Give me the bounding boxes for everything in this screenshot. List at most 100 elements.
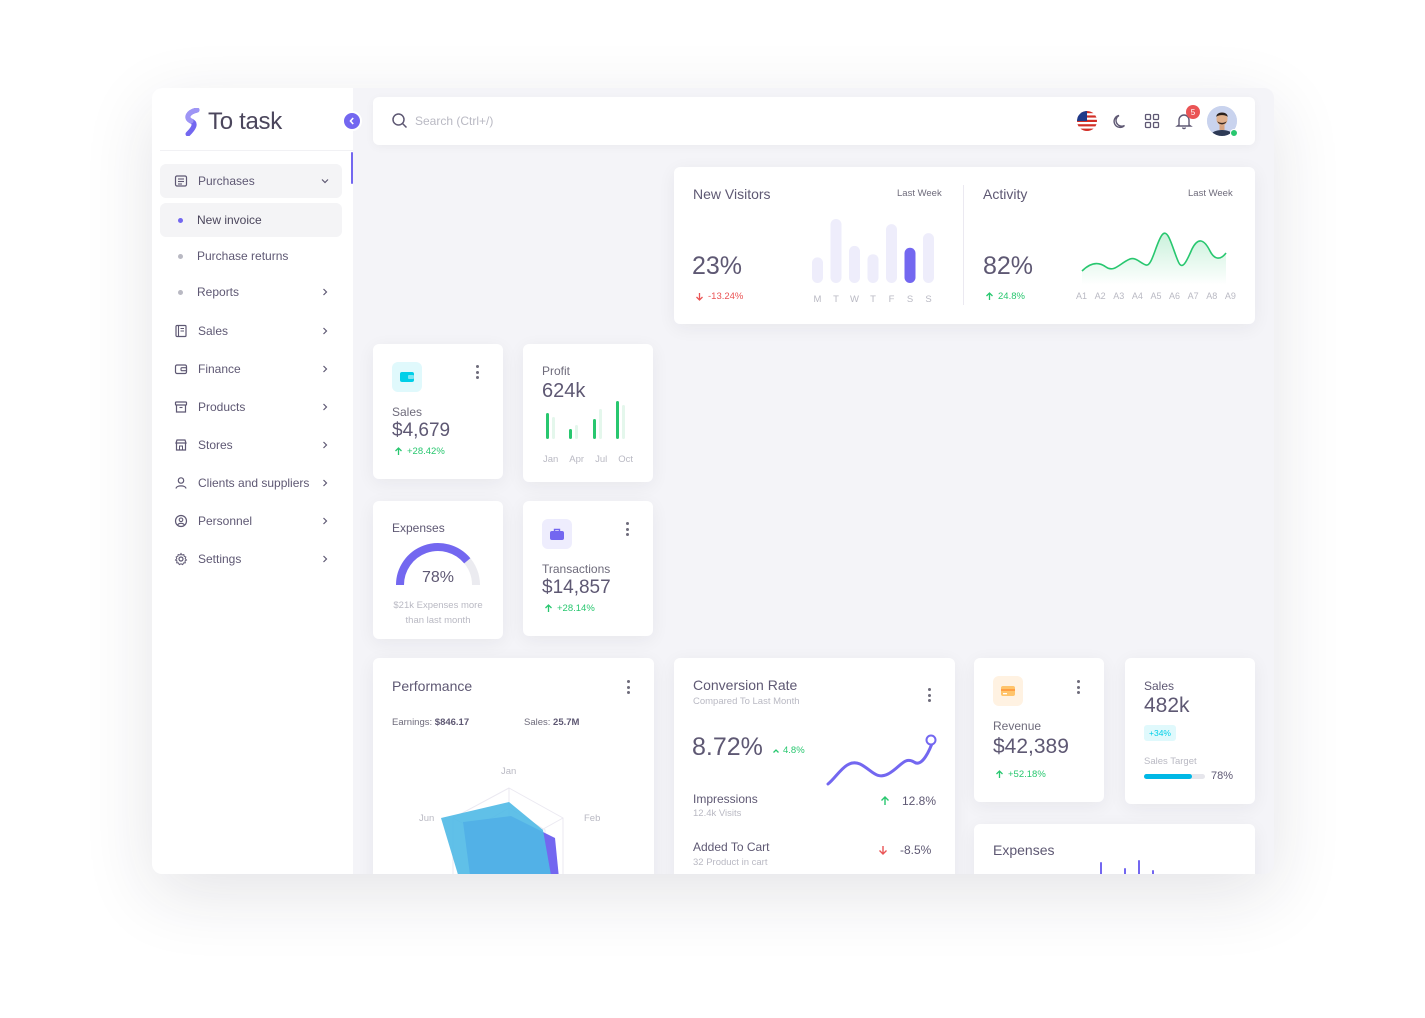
chevron-right-icon xyxy=(320,364,330,374)
performance-card: Performance Earnings: $846.17 Sales: 25.… xyxy=(373,658,654,874)
sidebar-item-personnel[interactable]: Personnel xyxy=(160,503,342,539)
sales-target-progress-fill xyxy=(1144,774,1192,779)
more-options-icon[interactable] xyxy=(1076,680,1080,694)
sidebar-item-settings[interactable]: Settings xyxy=(160,541,342,577)
more-options-icon[interactable] xyxy=(927,688,931,702)
transactions-card: Transactions $14,857 +28.14% xyxy=(523,501,653,636)
expenses-bottom-card: Expenses xyxy=(974,824,1255,874)
radar-axis-label: Jun xyxy=(419,813,435,824)
sidebar-item-clients-suppliers[interactable]: Clients and suppliers xyxy=(160,465,342,501)
arrow-up-icon xyxy=(986,292,993,300)
card-divider xyxy=(963,185,964,305)
sales-label: Sales xyxy=(392,405,423,419)
new-visitors-period[interactable]: Last Week xyxy=(897,188,942,199)
revenue-change-value: +52.18% xyxy=(1008,769,1046,780)
more-options-icon[interactable] xyxy=(475,365,479,379)
new-visitors-value: 23% xyxy=(692,252,743,280)
activity-axis-label: A4 xyxy=(1131,291,1143,301)
sidebar-divider xyxy=(160,150,353,151)
visitor-day-label: T xyxy=(870,294,876,305)
profit-value: 624k xyxy=(542,380,586,402)
profit-label: Profit xyxy=(542,364,571,378)
visitor-bar xyxy=(849,245,860,283)
visitor-bar xyxy=(886,224,897,283)
profit-axis-labels: Jan Apr Jul Oct xyxy=(543,454,633,465)
visitor-day-label: W xyxy=(850,294,859,305)
logo-icon xyxy=(185,108,200,136)
search-input[interactable] xyxy=(415,114,655,128)
activity-axis-label: A6 xyxy=(1169,291,1181,301)
visitor-day-label: F xyxy=(889,294,895,305)
more-options-icon[interactable] xyxy=(626,680,630,694)
sidebar-item-label: Reports xyxy=(197,285,240,299)
sales-growth-badge: +34% xyxy=(1144,725,1176,741)
online-status-dot xyxy=(1230,129,1238,137)
sidebar-item-stores[interactable]: Stores xyxy=(160,427,342,463)
impressions-sub: 12.4k Visits xyxy=(693,808,742,819)
chevron-left-icon xyxy=(349,117,354,125)
transactions-label: Transactions xyxy=(542,562,611,576)
activity-axis-labels: A1 A2 A3 A4 A5 A6 A7 A8 A9 xyxy=(1076,291,1236,301)
user-icon xyxy=(174,476,188,490)
sidebar-item-sales[interactable]: Sales xyxy=(160,313,342,349)
activity-title: Activity xyxy=(983,186,1028,202)
cart-sub: 32 Product in cart xyxy=(693,857,768,868)
activity-axis-label: A9 xyxy=(1224,291,1236,301)
cart-change: -8.5% xyxy=(878,843,931,857)
sales-target-label: Sales xyxy=(1144,679,1175,693)
us-flag-icon[interactable] xyxy=(1077,111,1097,131)
profit-month-label: Apr xyxy=(569,454,585,465)
app-window: To task Purchases New invoice Purchase r… xyxy=(152,88,1274,874)
sidebar-item-products[interactable]: Products xyxy=(160,389,342,425)
collapse-sidebar-button[interactable] xyxy=(342,111,362,131)
grid-icon[interactable] xyxy=(1143,112,1161,130)
chevron-right-icon xyxy=(320,402,330,412)
cart-label: Added To Cart xyxy=(693,840,770,854)
sidebar-item-finance[interactable]: Finance xyxy=(160,351,342,387)
activity-period[interactable]: Last Week xyxy=(1188,188,1233,199)
sidebar-subitem-reports[interactable]: Reports xyxy=(160,275,342,309)
moon-icon[interactable] xyxy=(1111,112,1129,130)
expenses-gauge xyxy=(396,543,480,586)
earnings-label: Earnings: xyxy=(392,717,433,728)
sidebar-subitem-purchase-returns[interactable]: Purchase returns xyxy=(160,239,342,273)
topbar: 5 xyxy=(373,97,1255,145)
impressions-change: 12.8% xyxy=(880,794,936,808)
visitor-day-label: S xyxy=(907,294,913,305)
sales-target-card: Sales 482k +34% Sales Target 78% xyxy=(1125,658,1255,804)
expenses-label: Expenses xyxy=(392,521,445,535)
chevron-right-icon xyxy=(320,326,330,336)
chevron-right-icon xyxy=(320,516,330,526)
chevron-down-icon xyxy=(320,176,330,186)
visitor-day-label: S xyxy=(925,294,931,305)
book-icon xyxy=(174,324,188,338)
notification-badge: 5 xyxy=(1186,105,1200,119)
bell-icon[interactable]: 5 xyxy=(1175,105,1200,130)
activity-axis-label: A2 xyxy=(1094,291,1106,301)
avatar[interactable] xyxy=(1207,106,1238,137)
sales-target-percent: 78% xyxy=(1211,770,1234,782)
search-icon[interactable] xyxy=(391,112,409,130)
activity-change: 24.8% xyxy=(985,291,1025,302)
visitor-bar xyxy=(904,247,916,283)
revenue-card: Revenue $42,389 +52.18% xyxy=(974,658,1104,802)
chevron-right-icon xyxy=(320,478,330,488)
radar-axis-label: Feb xyxy=(584,813,601,824)
visitor-bar xyxy=(923,233,934,283)
sidebar-scrollbar[interactable] xyxy=(351,152,353,184)
bullet-icon xyxy=(178,253,183,259)
revenue-label: Revenue xyxy=(993,719,1042,733)
sidebar-item-label: Sales xyxy=(198,324,229,338)
chevron-right-icon xyxy=(320,440,330,450)
conversion-change: 4.8% xyxy=(772,745,805,756)
sales-label: Sales: xyxy=(524,717,551,728)
performance-sales: Sales: 25.7M xyxy=(524,717,579,728)
new-visitors-change: -13.24% xyxy=(695,291,743,302)
sidebar-subitem-new-invoice[interactable]: New invoice xyxy=(160,203,342,237)
sidebar-item-purchases[interactable]: Purchases xyxy=(160,164,342,198)
brand[interactable]: To task xyxy=(182,108,282,136)
more-options-icon[interactable] xyxy=(625,522,629,536)
activity-axis-label: A1 xyxy=(1076,291,1088,301)
revenue-value: $42,389 xyxy=(993,735,1069,758)
